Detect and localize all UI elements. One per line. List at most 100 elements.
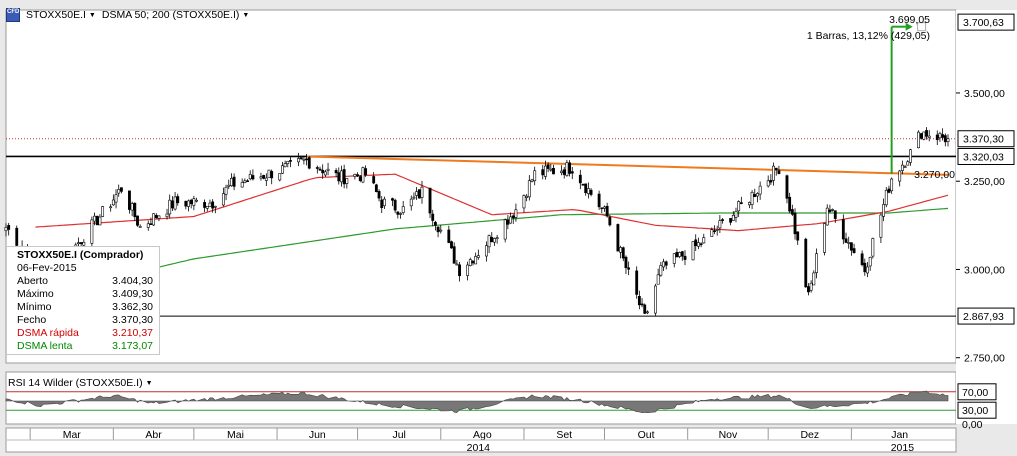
candle bbox=[772, 162, 775, 186]
candle-body bbox=[581, 183, 585, 186]
candle bbox=[627, 261, 631, 276]
candle bbox=[138, 224, 142, 228]
candle bbox=[578, 169, 582, 190]
candle-body bbox=[777, 170, 781, 174]
candle-body bbox=[753, 194, 757, 198]
orange-trendline bbox=[306, 155, 949, 176]
candle-body bbox=[530, 179, 534, 182]
candle-body bbox=[409, 198, 413, 207]
candle bbox=[4, 223, 8, 237]
candle-body bbox=[546, 164, 550, 169]
candle-body bbox=[578, 174, 582, 184]
candle-body bbox=[737, 201, 741, 212]
candle-body bbox=[849, 242, 853, 251]
candle-body bbox=[635, 270, 639, 295]
symbol-selector[interactable]: STOXX50E.I ▼ bbox=[26, 9, 96, 21]
candle bbox=[790, 204, 794, 216]
candle-body bbox=[372, 176, 376, 184]
candle bbox=[230, 173, 233, 187]
candle-body bbox=[82, 241, 86, 246]
candle-body bbox=[213, 205, 217, 208]
candle-body bbox=[887, 188, 891, 193]
indicator-selector[interactable]: DSMA 50; 200 (STOXX50E.I) ▼ bbox=[102, 9, 249, 21]
candle bbox=[458, 262, 461, 282]
candle bbox=[495, 234, 499, 244]
candle bbox=[793, 208, 797, 240]
candle-body bbox=[232, 176, 236, 187]
candle bbox=[863, 258, 867, 276]
candle-body bbox=[603, 206, 606, 209]
candle bbox=[420, 180, 424, 204]
candle bbox=[240, 178, 244, 188]
price-axis bbox=[956, 10, 1017, 424]
candle-body bbox=[882, 204, 886, 217]
candle-body bbox=[729, 218, 733, 223]
candle bbox=[356, 172, 359, 177]
candle bbox=[621, 246, 625, 262]
candle-body bbox=[898, 170, 902, 182]
rsi-tick-label: 0,00 bbox=[962, 419, 983, 431]
y-tick-label: 2.750,00 bbox=[964, 353, 1005, 365]
candle-body bbox=[868, 257, 872, 267]
candle-body bbox=[696, 242, 700, 247]
info-row-fast-ma: DSMA rápida 3.210,37 bbox=[17, 327, 153, 339]
candle bbox=[946, 134, 950, 147]
candle-body bbox=[417, 189, 421, 199]
candle bbox=[900, 160, 904, 175]
candle-body bbox=[321, 169, 325, 174]
candle bbox=[935, 130, 939, 146]
candle-body bbox=[447, 229, 451, 243]
candle bbox=[616, 223, 620, 252]
candle bbox=[586, 182, 590, 199]
candle bbox=[340, 165, 343, 187]
candle-body bbox=[493, 238, 496, 243]
candle bbox=[246, 179, 249, 183]
candle bbox=[101, 205, 105, 218]
candle bbox=[195, 197, 198, 203]
candle bbox=[715, 225, 719, 236]
candle bbox=[847, 236, 851, 249]
candle-body bbox=[337, 172, 341, 182]
candle-body bbox=[221, 193, 225, 206]
candle-body bbox=[844, 238, 848, 243]
candle-body bbox=[713, 230, 716, 232]
candle bbox=[825, 204, 829, 226]
candle bbox=[315, 165, 319, 174]
candle bbox=[450, 240, 453, 249]
candle-body bbox=[678, 252, 682, 257]
candle bbox=[643, 303, 647, 315]
candle bbox=[374, 183, 378, 193]
candle bbox=[645, 310, 649, 315]
candle-body bbox=[715, 229, 719, 231]
candle-body bbox=[852, 248, 856, 253]
candle bbox=[154, 213, 158, 219]
rsi-header[interactable]: RSI 14 Wilder (STOXX50E.I) ▼ bbox=[8, 377, 153, 389]
candle-body bbox=[192, 198, 196, 206]
candle-body bbox=[396, 211, 400, 215]
candle bbox=[471, 260, 475, 266]
candle-body bbox=[586, 188, 590, 194]
trendline-value-label: 3.270,00 bbox=[914, 169, 955, 181]
month-label: Mai bbox=[227, 429, 244, 441]
candle bbox=[737, 200, 741, 217]
candle bbox=[302, 156, 306, 165]
candle bbox=[417, 189, 421, 199]
candle bbox=[788, 192, 792, 214]
candle-body bbox=[7, 225, 11, 230]
candle bbox=[608, 214, 612, 227]
candle-body bbox=[503, 219, 507, 240]
candle bbox=[248, 170, 252, 181]
candle bbox=[184, 200, 188, 210]
candle-body bbox=[514, 209, 518, 218]
candle bbox=[251, 169, 255, 181]
candle bbox=[299, 157, 303, 160]
candle-body bbox=[79, 242, 83, 245]
candle-body bbox=[702, 237, 706, 244]
month-label: Set bbox=[556, 429, 572, 441]
candle bbox=[603, 205, 606, 212]
candle-body bbox=[747, 202, 751, 206]
candle-body bbox=[224, 186, 228, 195]
candle bbox=[278, 173, 282, 182]
candle-body bbox=[793, 212, 797, 235]
